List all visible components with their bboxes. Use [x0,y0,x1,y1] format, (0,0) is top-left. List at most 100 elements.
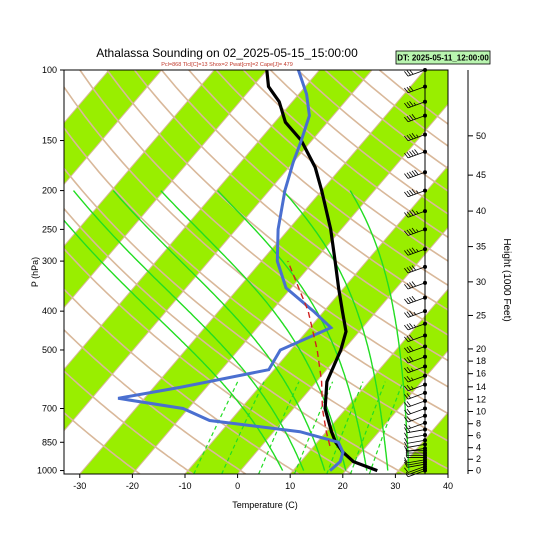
wind-barb-flag [406,297,411,304]
wind-barb-staff [407,459,426,464]
height-tick-label: 35 [476,242,486,252]
plot-area [64,70,448,474]
dry-adiabat-line [64,126,448,442]
height-tick-label: 10 [476,406,486,416]
dry-adiabat-line [64,370,194,474]
wind-barb-flag [404,336,409,342]
wind-barb-staff [407,134,426,142]
height-tick-label: 16 [476,369,486,379]
height-tick-label: 8 [476,419,481,429]
p-tick-label: 300 [42,256,57,266]
height-tick-label: 18 [476,356,486,366]
wind-barb-half [416,210,419,214]
wind-barb-flag [411,281,417,287]
height-tick-label: 40 [476,206,486,216]
moist-adiabat-line [64,219,284,471]
p-tick-label: 200 [42,186,57,196]
wind-barb-half [408,425,411,429]
dry-adiabat-line [64,207,405,474]
wind-barb-flag [404,135,409,142]
wind-barb-staff [407,408,426,416]
x-tick-label: -10 [178,481,191,491]
x-tick-label: 40 [443,481,453,491]
wind-barb-flag [411,265,417,271]
wind-barb-half [413,311,417,315]
wind-barb-flag [404,437,408,444]
wind-barb-flag [409,151,414,157]
plot-frame [63,69,449,475]
wind-barb-staff [407,465,426,473]
wind-barb-flag [406,101,411,108]
isotherm-line [0,70,4,474]
dry-adiabat-line [242,70,448,239]
wind-barb-flag [411,170,417,176]
x-tick-label: -30 [73,481,86,491]
valid-time-badge: DT: 2025-05-11_12:00:00 [395,50,491,65]
wind-barb-flag [406,115,411,122]
wind-barb-flag [406,152,411,158]
wind-barb-flag [406,366,411,373]
x-tick-label: 0 [235,481,240,491]
wind-barb-flag [411,188,417,195]
wind-barb-flag [406,86,411,93]
wind-barb-flag [409,189,414,196]
wind-barb-staff [407,69,426,77]
wind-barb-flag [409,133,414,140]
wind-barb-flag [404,71,409,77]
sounding-profiles [117,70,378,473]
wind-barb-half [405,452,408,456]
wind-barb-half [413,102,417,106]
dewpoint-profile [117,70,345,472]
right-axis-label: Height (1000 Feet) [501,238,512,321]
wind-barb-flag [411,296,417,302]
wind-barb-flag [411,227,417,234]
wind-barb-flag [406,70,411,76]
wind-barb-flag [406,249,411,255]
dry-adiabat-line [64,85,448,415]
wind-barb-staff [407,323,426,331]
wind-barb-flag [404,152,409,159]
wind-barb-flag [404,459,408,466]
wind-barb-staff [407,229,426,236]
wind-barb-flag [404,445,408,452]
wind-barb-flag [404,173,409,179]
isotherm-line [79,70,426,474]
wind-barb-flag [406,408,411,414]
dry-adiabat-line [160,70,448,311]
wind-barb-flag [409,266,414,272]
wind-barb-flag [414,149,419,155]
wind-barb-flag [406,323,411,330]
chart-subtitle: Pcl=868 Tlcl[C]=13 Shox=2 Pwat[cm]=2 Cap… [161,62,293,68]
wind-barb-staff [407,375,426,383]
wind-barb-flag [404,402,409,408]
p-tick-label: 850 [42,437,57,447]
wind-barb-staff [407,434,426,439]
wind-barb-staff [407,463,426,468]
isotherm-line [289,288,448,474]
wind-barb-flag [404,347,409,353]
wind-barb-flag [404,230,409,236]
moist-adiabat-line [349,190,410,471]
dry-adiabat-line [106,70,448,362]
moist-adiabat-line [217,190,368,471]
wind-barb-flag [409,345,414,352]
wind-barb-flag [404,212,409,218]
wind-barb-flag [404,367,409,373]
wind-barb-staff [407,210,426,218]
wind-barb-flag [406,283,411,289]
wind-barb-flag [404,461,408,468]
height-tick-label: 6 [476,431,481,441]
wind-barb-half [413,324,417,328]
wind-barb-flag [409,248,414,254]
height-tick-label: 50 [476,131,486,141]
height-tick-label: 4 [476,443,481,453]
wind-barb-flag [406,311,411,317]
p-tick-label: 700 [42,404,57,414]
wind-barb-flag [409,228,414,234]
wind-barb-flag [411,133,417,139]
wind-barb-staff [407,86,426,94]
wind-barb-flag [404,116,409,123]
wind-barb-half [416,134,419,138]
valid-time-badge-text: DT: 2025-05-11_12:00:00 [397,54,489,63]
